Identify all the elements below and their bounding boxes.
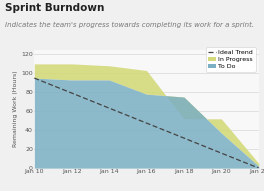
- Y-axis label: Remaining Work (Hours): Remaining Work (Hours): [13, 70, 18, 147]
- Text: Sprint Burndown: Sprint Burndown: [5, 3, 105, 13]
- Text: Indicates the team's progress towards completing its work for a sprint.: Indicates the team's progress towards co…: [5, 22, 254, 28]
- Legend: Ideal Trend, In Progress, To Do: Ideal Trend, In Progress, To Do: [206, 47, 256, 72]
